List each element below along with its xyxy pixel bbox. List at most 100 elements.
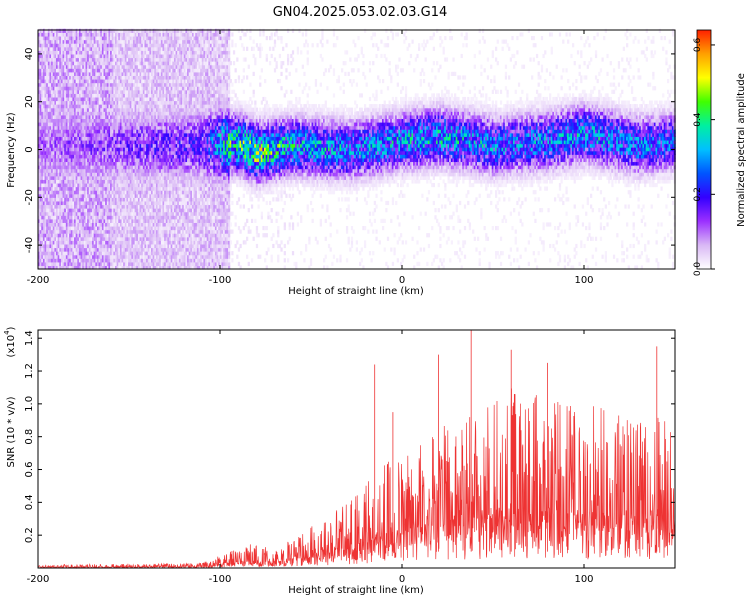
heatmap-cell (41, 61, 44, 66)
heatmap-cell (46, 125, 49, 130)
heatmap-cell (56, 28, 59, 33)
heatmap-cell (105, 61, 108, 66)
heatmap-cell (67, 165, 70, 170)
heatmap-cell (62, 28, 65, 33)
heatmap-cell (77, 35, 80, 41)
heatmap-cell (87, 211, 90, 216)
heatmap-cell (52, 190, 55, 195)
heatmap-cell (88, 157, 92, 163)
heatmap-cell (77, 57, 80, 62)
heatmap-cell (80, 240, 83, 245)
heatmap-cell (83, 147, 87, 152)
heatmap-cell (90, 64, 93, 69)
heatmap-cell (77, 79, 80, 84)
heatmap-cell (88, 93, 92, 98)
heatmap-cell (56, 147, 59, 152)
heatmap-cell (82, 150, 85, 155)
heatmap-cell (77, 175, 80, 180)
heatmap-cell (98, 79, 101, 84)
heatmap-cell (85, 32, 88, 37)
heatmap-cell (74, 211, 77, 216)
heatmap-cell (47, 122, 51, 127)
heatmap-cell (38, 254, 41, 259)
heatmap-cell (42, 57, 46, 62)
heatmap-cell (38, 258, 41, 263)
heatmap-cell (44, 236, 47, 241)
heatmap-cell (82, 261, 85, 267)
heatmap-cell (67, 132, 70, 137)
heatmap-cell (93, 265, 96, 270)
heatmap-cell (88, 261, 92, 267)
heatmap-cell (64, 129, 67, 134)
heatmap-cell (44, 68, 47, 73)
heatmap-cell (72, 111, 75, 116)
heatmap-cell (59, 39, 62, 44)
heatmap-cell (74, 46, 77, 51)
heatmap-cell (44, 129, 47, 134)
heatmap-cell (57, 168, 60, 173)
heatmap-cell (57, 157, 60, 163)
heatmap-cell (56, 132, 59, 137)
heatmap-cell (90, 32, 93, 37)
heatmap-cell (90, 204, 93, 209)
heatmap-cell (65, 243, 69, 249)
heatmap-cell (90, 61, 93, 66)
heatmap-cell (95, 182, 98, 188)
heatmap-cell (67, 39, 70, 44)
heatmap-cell (93, 122, 96, 127)
heatmap-cell (74, 243, 77, 249)
heatmap-cell (96, 165, 100, 170)
heatmap-cell (75, 118, 78, 123)
heatmap-cell (100, 96, 103, 102)
heatmap-cell (38, 233, 41, 238)
heatmap-cell (95, 179, 98, 184)
heatmap-cell (47, 132, 51, 137)
heatmap-cell (83, 179, 87, 184)
heatmap-cell (100, 125, 103, 130)
heatmap-cell (56, 107, 59, 112)
heatmap-cell (56, 122, 59, 127)
heatmap-cell (39, 154, 42, 159)
heatmap-cell (59, 258, 62, 263)
heatmap-cell (49, 86, 52, 91)
heatmap-cell (52, 129, 55, 134)
heatmap-cell (41, 32, 44, 37)
heatmap-cell (62, 211, 65, 216)
heatmap-cell (44, 86, 47, 91)
heatmap-cell (75, 71, 78, 76)
heatmap-cell (101, 193, 105, 198)
heatmap-cell (87, 222, 90, 227)
heatmap-cell (82, 247, 85, 252)
heatmap-cell (75, 147, 78, 152)
heatmap-cell (92, 240, 95, 245)
heatmap-cell (105, 179, 108, 184)
heatmap-cell (83, 150, 87, 155)
heatmap-cell (88, 147, 92, 152)
heatmap-cell (101, 204, 105, 209)
heatmap-cell (96, 39, 100, 44)
heatmap-cell (39, 125, 42, 130)
heatmap-cell (39, 215, 42, 220)
heatmap-cell (54, 79, 57, 84)
heatmap-cell (67, 161, 70, 166)
heatmap-cell (41, 182, 44, 188)
heatmap-cell (90, 243, 93, 249)
heatmap-cell (88, 53, 92, 59)
heatmap-cell (49, 190, 52, 195)
heatmap-cell (41, 247, 44, 252)
heatmap-cell (60, 53, 64, 59)
heatmap-cell (54, 82, 57, 87)
heatmap-cell (39, 143, 42, 148)
heatmap-cell (78, 53, 82, 59)
heatmap-cell (98, 161, 101, 166)
heatmap-cell (47, 114, 51, 120)
heatmap-cell (93, 107, 96, 112)
heatmap-cell (95, 265, 98, 270)
heatmap-cell (52, 61, 55, 66)
heatmap-cell (49, 186, 52, 191)
heatmap-cell (87, 229, 90, 234)
heatmap-cell (77, 247, 80, 252)
heatmap-cell (78, 104, 82, 109)
heatmap-cell (44, 193, 47, 198)
heatmap-cell (88, 100, 92, 105)
